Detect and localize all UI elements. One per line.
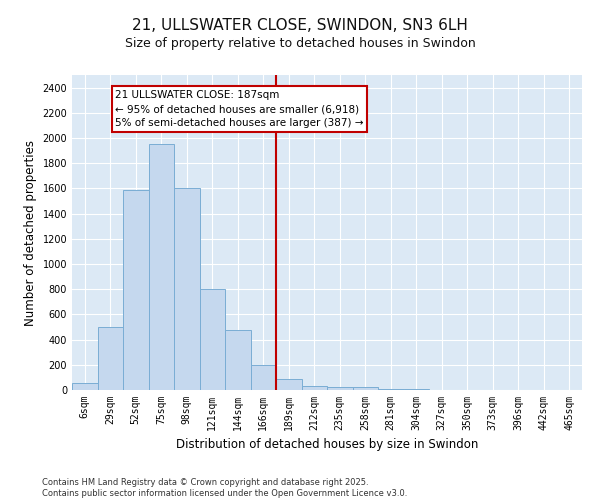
Bar (225, 330, 251, 390)
Bar (302, 386, 327, 390)
Bar (123, 190, 149, 390)
X-axis label: Distribution of detached houses by size in Swindon: Distribution of detached houses by size … (176, 438, 478, 452)
Bar (276, 380, 302, 390)
Bar (378, 388, 404, 390)
Text: Size of property relative to detached houses in Swindon: Size of property relative to detached ho… (125, 38, 475, 51)
Bar (149, 144, 174, 390)
Bar (353, 388, 378, 390)
Bar (72, 383, 97, 390)
Bar (199, 289, 225, 390)
Bar (327, 387, 353, 390)
Bar (97, 327, 123, 390)
Bar (174, 188, 199, 390)
Bar (251, 366, 276, 390)
Text: 21 ULLSWATER CLOSE: 187sqm
← 95% of detached houses are smaller (6,918)
5% of se: 21 ULLSWATER CLOSE: 187sqm ← 95% of deta… (115, 90, 364, 128)
Y-axis label: Number of detached properties: Number of detached properties (24, 140, 37, 326)
Text: 21, ULLSWATER CLOSE, SWINDON, SN3 6LH: 21, ULLSWATER CLOSE, SWINDON, SN3 6LH (132, 18, 468, 32)
Text: Contains HM Land Registry data © Crown copyright and database right 2025.
Contai: Contains HM Land Registry data © Crown c… (42, 478, 407, 498)
